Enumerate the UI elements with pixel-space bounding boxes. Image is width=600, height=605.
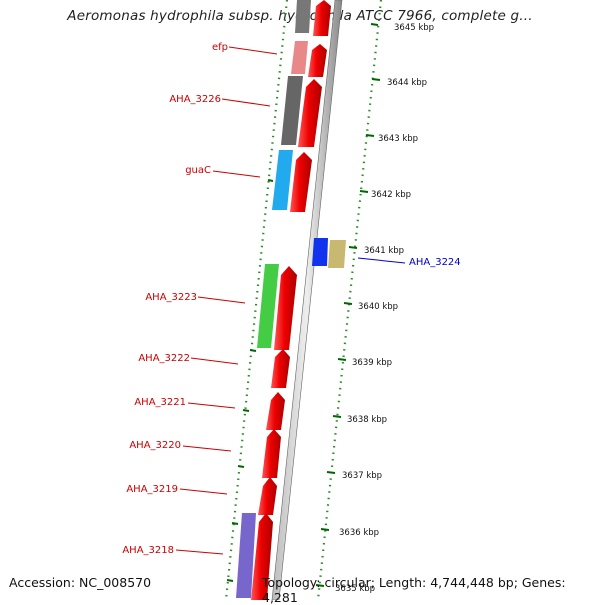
cds-arrow-7[interactable]	[266, 392, 285, 430]
left-ticks	[226, 179, 274, 582]
cds-arrow-8[interactable]	[262, 429, 281, 478]
leader-lines	[175, 46, 406, 555]
gene-block-aha3224-blue[interactable]	[312, 238, 328, 266]
gene-block-top-gray[interactable]	[295, 0, 311, 33]
summary-text: Topology: circular; Length: 4,744,448 bp…	[262, 575, 566, 605]
gene-block-guac[interactable]	[272, 150, 293, 210]
kbp-label-3639: 3639 kbp	[352, 358, 392, 368]
kbp-label-3642: 3642 kbp	[371, 190, 411, 200]
gene-label-aha3220[interactable]: AHA_3220	[129, 440, 181, 451]
gene-label-guac[interactable]: guaC	[185, 165, 211, 176]
cds-arrow-1[interactable]	[313, 0, 331, 36]
gene-block-aha3226[interactable]	[281, 76, 303, 145]
forward-side-features	[312, 238, 346, 268]
backbone	[271, 0, 343, 600]
cds-arrow-9[interactable]	[258, 477, 277, 515]
kbp-label-3636: 3636 kbp	[339, 528, 379, 538]
cds-arrow-2[interactable]	[308, 44, 327, 77]
gene-label-aha3224[interactable]: AHA_3224	[409, 257, 461, 268]
gene-label-aha3223[interactable]: AHA_3223	[145, 292, 197, 303]
gene-label-aha3222[interactable]: AHA_3222	[138, 353, 190, 364]
accession-text: Accession: NC_008570	[9, 575, 152, 590]
reverse-strand-features	[236, 0, 311, 598]
gene-label-aha3221[interactable]: AHA_3221	[134, 397, 186, 408]
gene-block-efp[interactable]	[291, 41, 308, 74]
gene-label-efp[interactable]: efp	[212, 42, 228, 53]
kbp-label-3640: 3640 kbp	[358, 302, 398, 312]
gene-labels: efp AHA_3226 guaC AHA_3224 AHA_3223 AHA_…	[122, 42, 460, 556]
kbp-label-3637: 3637 kbp	[342, 471, 382, 481]
kbp-label-3645: 3645 kbp	[394, 23, 434, 33]
scale-ruler: 3645 kbp 3644 kbp 3643 kbp 3642 kbp 3641…	[315, 23, 434, 594]
kbp-label-3644: 3644 kbp	[387, 78, 427, 88]
cds-arrow-4[interactable]	[290, 152, 312, 212]
cds-arrow-6[interactable]	[271, 349, 290, 388]
track-outer-left	[224, 0, 289, 600]
kbp-label-3635: 3635 kbp	[335, 584, 375, 594]
kbp-label-3641: 3641 kbp	[364, 246, 404, 256]
gene-block-aha3223[interactable]	[257, 264, 279, 348]
kbp-label-3643: 3643 kbp	[378, 134, 418, 144]
cds-arrow-3[interactable]	[298, 79, 322, 147]
gene-label-aha3226[interactable]: AHA_3226	[169, 94, 221, 105]
gene-label-aha3219[interactable]: AHA_3219	[126, 484, 178, 495]
kbp-label-3638: 3638 kbp	[347, 415, 387, 425]
gene-label-aha3218[interactable]: AHA_3218	[122, 545, 174, 556]
cds-arrow-5[interactable]	[274, 266, 297, 350]
forward-cds-arrows	[251, 0, 331, 600]
gene-block-aha3224-khaki[interactable]	[328, 240, 346, 268]
cds-arrow-10[interactable]	[251, 513, 273, 600]
gene-block-aha3218[interactable]	[236, 513, 256, 598]
